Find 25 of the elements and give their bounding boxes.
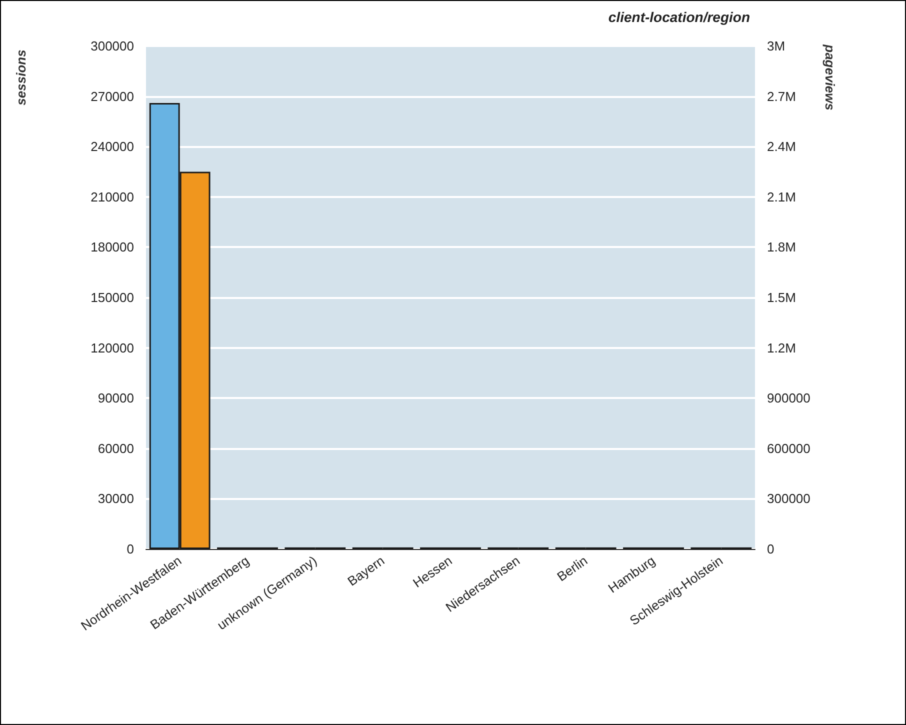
y-axis-title: sessions — [14, 50, 28, 106]
y2-tick-label: 2.1M — [767, 189, 796, 204]
y-tick-label: 150000 — [90, 290, 134, 305]
y2-tick-label: 1.2M — [767, 340, 796, 356]
y2-tick-label: 3M — [767, 38, 786, 54]
y-tick-label: 120000 — [90, 340, 134, 356]
y2-tick-label: 1.8M — [767, 240, 796, 255]
y2-tick-label: 300000 — [767, 491, 810, 506]
y2-tick-label: 2.7M — [767, 88, 796, 104]
y2-tick-label: 1.5M — [767, 290, 796, 305]
y-tick-label: 270000 — [90, 88, 134, 104]
y-tick-label: 90000 — [98, 390, 134, 406]
y2-tick-label: 0 — [767, 542, 774, 556]
y2-tick-label: 2.4M — [767, 139, 796, 154]
y2-tick-label: 600000 — [767, 440, 810, 456]
y-tick-label: 300000 — [90, 38, 134, 54]
y-tick-label: 30000 — [98, 491, 134, 506]
y-tick-label: 0 — [126, 542, 134, 556]
chart-title: client-location/region — [608, 9, 750, 25]
y-tick-label: 60000 — [98, 440, 134, 456]
y2-axis-title: pageviews — [822, 44, 838, 110]
y-tick-label: 240000 — [90, 139, 134, 154]
y2-tick-label: 900000 — [767, 390, 810, 406]
y-tick-label: 180000 — [90, 240, 134, 255]
y-tick-label: 210000 — [90, 189, 134, 204]
